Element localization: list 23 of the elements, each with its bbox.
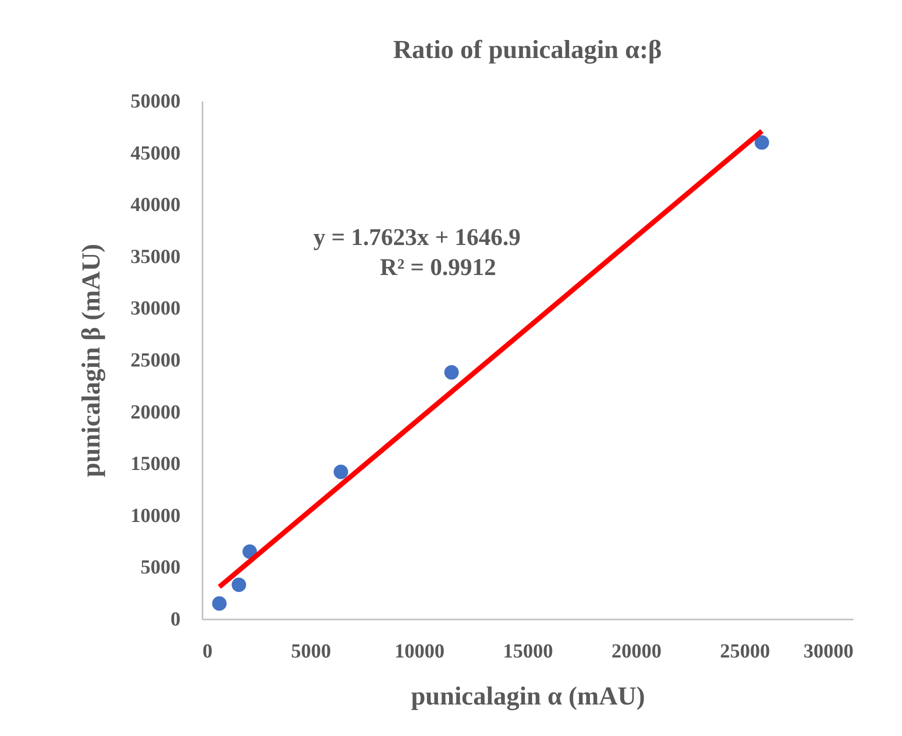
x-tick-label: 20000 bbox=[612, 640, 662, 662]
annotation: y = 1.7623x + 1646.9 bbox=[313, 225, 521, 251]
chart-title: Ratio of punicalagin α:β bbox=[393, 35, 662, 64]
y-axis-title: punicalagin β (mAU) bbox=[76, 244, 106, 478]
x-tick-label: 5000 bbox=[291, 640, 331, 662]
y-tick-label: 0 bbox=[170, 608, 180, 630]
annotation: R² = 0.9912 bbox=[380, 255, 496, 281]
y-tick-label: 50000 bbox=[130, 90, 180, 112]
x-tick-label: 10000 bbox=[394, 640, 444, 662]
y-tick-label: 40000 bbox=[130, 194, 180, 216]
x-tick-label: 0 bbox=[202, 640, 212, 662]
x-axis-title: punicalagin α (mAU) bbox=[410, 682, 646, 710]
x-tick-label: 25000 bbox=[720, 640, 770, 662]
y-tick-label: 10000 bbox=[130, 504, 180, 527]
y-tick-label: 25000 bbox=[130, 350, 180, 372]
x-tick-label: 30000 bbox=[804, 640, 854, 662]
y-tick-label: 35000 bbox=[130, 246, 180, 268]
y-tick-label: 30000 bbox=[130, 298, 180, 320]
y-tick-label: 15000 bbox=[130, 453, 180, 476]
y-tick-label: 5000 bbox=[140, 556, 180, 579]
x-tick-label: 15000 bbox=[503, 640, 553, 662]
y-tick-label: 20000 bbox=[130, 401, 180, 424]
y-tick-label: 45000 bbox=[130, 142, 180, 164]
